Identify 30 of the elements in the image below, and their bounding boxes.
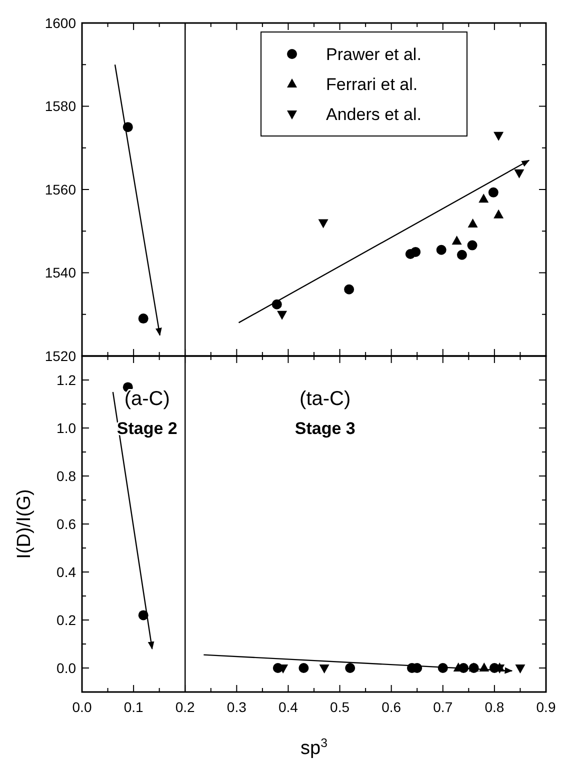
legend-label: Prawer et al. (326, 44, 422, 64)
y-tick-label: 1.2 (56, 372, 76, 388)
x-tick-label: 0.2 (175, 699, 196, 715)
x-tick-label: 0.8 (484, 699, 504, 715)
legend-label: Ferrari et al. (326, 74, 418, 94)
x-tick-label: 0.6 (382, 699, 402, 715)
x-tick-label: 0.7 (433, 699, 453, 715)
y-tick-label: 0.2 (56, 612, 76, 628)
y-tick-label: 1520 (44, 348, 76, 364)
y-axis-title: I(D)/I(G) (14, 489, 35, 559)
annotation: (a-C) (124, 388, 170, 410)
y-tick-label: 1540 (44, 264, 76, 281)
legend-label: Anders et al. (326, 104, 422, 124)
x-tick-label: 0.0 (72, 699, 92, 715)
x-tick-label: 0.5 (330, 699, 350, 715)
y-tick-label: 0.6 (56, 516, 76, 532)
y-tick-label: 1.0 (56, 420, 76, 436)
x-tick-label: 0.9 (536, 699, 556, 715)
annotation: (ta-C) (300, 388, 351, 410)
x-tick-label: 0.1 (124, 699, 144, 715)
y-tick-label: 1580 (44, 98, 76, 114)
y-tick-label: 1600 (44, 14, 76, 31)
x-tick-label: 0.3 (226, 699, 247, 715)
y-tick-label: 0.0 (56, 660, 76, 676)
y-tick-label: 1560 (44, 181, 76, 198)
x-axis-title: sp$^{3}$ (300, 736, 328, 759)
annotation: Stage 3 (294, 418, 356, 438)
x-tick-label: 0.4 (278, 699, 298, 715)
y-tick-label: 0.4 (56, 564, 76, 580)
y-tick-label: 0.8 (56, 468, 76, 484)
